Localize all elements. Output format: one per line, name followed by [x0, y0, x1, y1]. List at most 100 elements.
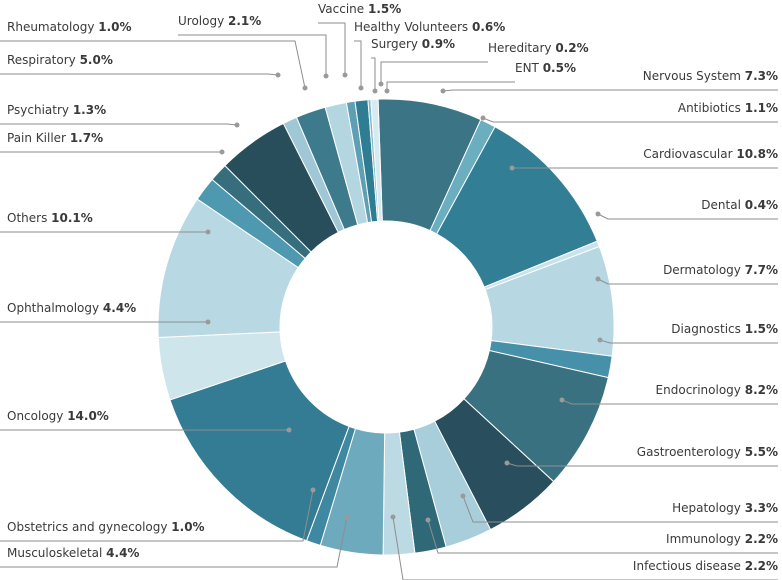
- label-value: 10.1%: [51, 211, 93, 225]
- label-value: 1.5%: [368, 2, 401, 16]
- leader-dot-hepatology: [460, 493, 466, 499]
- slice-label-surgery: Surgery 0.9%: [371, 37, 455, 94]
- leader-dot-ent: [384, 88, 390, 94]
- label-text-hereditary: Hereditary 0.2%: [488, 41, 589, 55]
- label-text-others: Others 10.1%: [7, 211, 93, 225]
- label-value: 7.7%: [745, 263, 778, 277]
- leader-line-rheumatology: [0, 40, 306, 89]
- label-name: Endocrinology: [656, 383, 745, 397]
- slice-label-musculoskeletal: Musculoskeletal 4.4%: [0, 514, 350, 568]
- label-text-ophthalmology: Ophthalmology 4.4%: [7, 301, 136, 315]
- slice-label-diagnostics: Diagnostics 1.5%: [597, 322, 778, 344]
- leader-dot-respiratory: [275, 72, 281, 78]
- label-value: 0.6%: [472, 20, 505, 34]
- label-text-antibiotics: Antibiotics 1.1%: [678, 101, 778, 115]
- label-text-surgery: Surgery 0.9%: [371, 37, 455, 51]
- slice-label-pain-killer: Pain Killer 1.7%: [0, 131, 225, 155]
- label-text-urology: Urology 2.1%: [178, 14, 261, 28]
- leader-line-immunology: [427, 519, 778, 554]
- slice-label-healthy-volunteers: Healthy Volunteers 0.6%: [354, 20, 505, 91]
- slice-label-respiratory: Respiratory 5.0%: [0, 53, 281, 78]
- label-text-oncology: Oncology 14.0%: [7, 409, 109, 423]
- slice-label-gastroenterology: Gastroenterology 5.5%: [504, 445, 778, 467]
- leader-dot-healthy-volunteers: [358, 85, 364, 91]
- leader-dot-rheumatology: [302, 85, 308, 91]
- leader-dot-hereditary: [378, 81, 384, 87]
- label-value: 3.3%: [745, 501, 778, 515]
- label-name: Others: [7, 211, 51, 225]
- label-value: 7.3%: [745, 69, 778, 83]
- label-value: 1.1%: [745, 101, 778, 115]
- slice-label-dental: Dental 0.4%: [595, 198, 778, 220]
- label-value: 1.3%: [73, 103, 106, 117]
- leader-dot-antibiotics: [480, 115, 486, 121]
- label-value: 1.0%: [171, 520, 204, 534]
- label-text-musculoskeletal: Musculoskeletal 4.4%: [7, 546, 139, 560]
- leader-line-urology: [178, 34, 327, 76]
- leader-line-nervous-system: [442, 89, 778, 92]
- label-name: Gastroenterology: [637, 445, 745, 459]
- leader-dot-vaccine: [342, 72, 348, 78]
- label-text-rheumatology: Rheumatology 1.0%: [7, 20, 132, 34]
- label-text-endocrinology: Endocrinology 8.2%: [656, 383, 778, 397]
- leader-line-gastroenterology: [506, 462, 778, 467]
- label-name: Vaccine: [318, 2, 368, 16]
- label-name: Respiratory: [7, 53, 80, 67]
- leader-line-diagnostics: [599, 339, 778, 344]
- label-name: Nervous System: [643, 69, 745, 83]
- label-value: 0.4%: [745, 198, 778, 212]
- leader-dot-dental: [595, 211, 601, 217]
- leader-line-musculoskeletal: [0, 516, 348, 568]
- slice-label-antibiotics: Antibiotics 1.1%: [480, 101, 778, 123]
- slice-label-cardiovascular: Cardiovascular 10.8%: [509, 147, 778, 171]
- label-text-immunology: Immunology 2.2%: [666, 532, 778, 546]
- label-text-ent: ENT 0.5%: [515, 61, 576, 75]
- label-name: Ophthalmology: [7, 301, 103, 315]
- label-name: Pain Killer: [7, 131, 70, 145]
- leader-line-hereditary: [380, 61, 488, 84]
- label-value: 4.4%: [103, 301, 136, 315]
- leader-dot-oncology: [286, 427, 292, 433]
- slice-label-oncology: Oncology 14.0%: [0, 409, 292, 433]
- leader-line-hepatology: [462, 495, 778, 523]
- label-name: Antibiotics: [678, 101, 745, 115]
- label-value: 1.0%: [98, 20, 131, 34]
- label-text-respiratory: Respiratory 5.0%: [7, 53, 113, 67]
- label-name: Cardiovascular: [643, 147, 736, 161]
- leader-line-healthy-volunteers: [354, 40, 362, 88]
- leader-dot-psychiatry: [234, 122, 240, 128]
- label-name: Immunology: [666, 532, 745, 546]
- slice-oncology: [169, 360, 350, 542]
- leader-dot-diagnostics: [597, 337, 603, 343]
- leader-line-surgery: [371, 57, 376, 91]
- leader-line-psychiatry: [0, 123, 238, 126]
- label-text-gastroenterology: Gastroenterology 5.5%: [637, 445, 778, 459]
- label-text-dermatology: Dermatology 7.7%: [663, 263, 778, 277]
- label-text-obstetrics-and-gynecology: Obstetrics and gynecology 1.0%: [7, 520, 205, 534]
- label-name: Hereditary: [488, 41, 555, 55]
- slice-label-ent: ENT 0.5%: [384, 61, 576, 94]
- label-name: Hepatology: [672, 501, 745, 515]
- label-name: Healthy Volunteers: [354, 20, 472, 34]
- label-value: 0.5%: [543, 61, 576, 75]
- slice-ent: [370, 98, 383, 222]
- label-name: Psychiatry: [7, 103, 73, 117]
- label-name: Dermatology: [663, 263, 745, 277]
- slice-label-nervous-system: Nervous System 7.3%: [440, 69, 778, 94]
- label-value: 8.2%: [745, 383, 778, 397]
- leader-dot-gastroenterology: [504, 460, 510, 466]
- label-text-dental: Dental 0.4%: [701, 198, 778, 212]
- label-value: 1.7%: [70, 131, 103, 145]
- label-text-vaccine: Vaccine 1.5%: [318, 2, 401, 16]
- slice-label-immunology: Immunology 2.2%: [425, 517, 778, 554]
- leader-line-ent: [386, 81, 515, 91]
- leader-line-endocrinology: [561, 399, 778, 405]
- slice-label-ophthalmology: Ophthalmology 4.4%: [0, 301, 211, 325]
- slice-label-others: Others 10.1%: [0, 211, 211, 235]
- label-name: Infectious disease: [633, 559, 745, 573]
- slice-label-hereditary: Hereditary 0.2%: [378, 41, 589, 87]
- leader-dot-ophthalmology: [205, 319, 211, 325]
- leader-dot-nervous-system: [440, 88, 446, 94]
- leader-line-dermatology: [597, 278, 778, 285]
